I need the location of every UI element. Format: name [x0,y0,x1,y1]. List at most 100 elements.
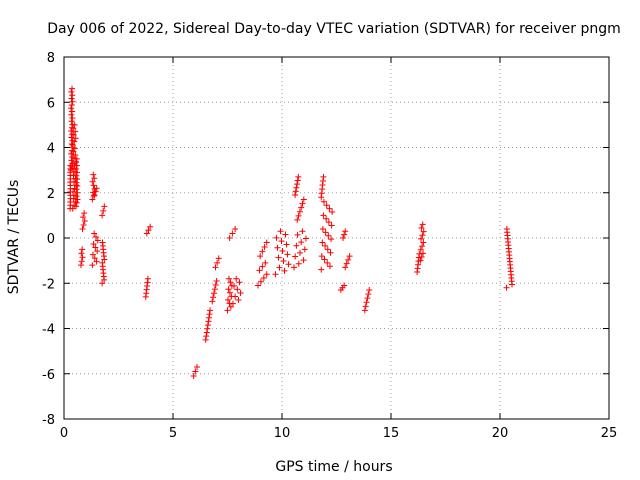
x-tick-label: 5 [169,426,177,441]
data-point [276,264,283,271]
y-axis-label: SDTVAR / TECUs [6,180,22,295]
data-point [203,329,210,336]
data-point [212,282,219,289]
data-point [226,289,233,296]
data-point [343,260,350,267]
data-point [94,237,101,244]
data-point [69,205,76,212]
data-point [322,229,329,236]
data-point [320,212,327,219]
data-point [342,228,349,235]
data-point [73,199,80,206]
data-point [210,294,217,301]
data-point [255,282,262,289]
data-point [235,297,242,304]
data-point [325,219,332,226]
data-point [73,159,80,166]
data-point [78,258,85,265]
x-tick-label: 20 [492,426,509,441]
x-tick-label: 25 [601,426,618,441]
data-point [417,257,424,264]
data-point [262,259,269,266]
y-tick-label: 4 [47,142,55,157]
data-point [232,225,239,232]
data-point [143,230,150,237]
data-point [234,286,241,293]
data-point [80,221,87,228]
data-point [294,181,301,188]
data-point [420,250,427,257]
data-point [318,253,325,260]
data-point [73,165,80,172]
data-point [68,95,75,102]
data-point [99,212,106,219]
data-point [261,244,268,251]
data-point [205,318,212,325]
data-point [292,188,299,195]
data-point [213,277,220,284]
data-point [293,242,300,249]
data-point [418,254,425,261]
data-point [89,262,96,269]
data-point [99,239,106,246]
data-point [99,259,106,266]
data-point [192,368,199,375]
data-point [295,212,302,219]
data-point [91,255,98,262]
data-point [69,165,76,172]
data-point [293,184,300,191]
data-point [345,256,352,263]
data-point [318,266,325,273]
data-point [272,271,279,278]
data-point [89,251,96,258]
data-point [292,253,299,260]
data-point [324,259,331,266]
data-point [273,234,280,241]
data-point [298,204,305,211]
data-point [69,92,76,99]
data-point [419,221,426,228]
data-point [74,189,81,196]
data-point [323,202,330,209]
data-point [215,255,222,262]
data-point [204,325,211,332]
data-point [211,286,218,293]
data-point [300,196,307,203]
data-point [227,279,234,286]
data-point [207,307,214,314]
data-point [295,260,302,267]
axis-ticks: 0 5 10 15 20 25 -8 -6 -4 -2 0 2 4 6 8 [42,51,617,441]
data-point [73,155,80,162]
y-tick-label: -4 [42,323,55,338]
data-point [257,278,264,285]
data-point [74,196,81,203]
data-point [144,275,151,282]
data-point [279,248,286,255]
data-point [227,303,234,310]
data-point [99,280,106,287]
x-tick-label: 10 [274,426,291,441]
data-point [229,300,236,307]
data-point [74,176,81,183]
data-point [319,225,326,232]
data-point [326,205,333,212]
y-tick-label: -2 [42,277,55,292]
x-tick-label: 15 [383,426,400,441]
plot-frame [63,56,610,420]
data-point [281,267,288,274]
data-point [256,267,263,274]
data-point [236,279,243,286]
data-point [202,336,209,343]
data-point [285,261,292,268]
data-point [292,192,299,199]
data-point [232,293,239,300]
data-point [78,250,85,257]
data-point [321,256,328,263]
x-axis-label: GPS time / hours [275,459,392,475]
data-point [225,275,232,282]
data-point [329,208,336,215]
data-point [79,246,86,253]
x-tick-label: 0 [60,426,68,441]
data-point [275,254,282,261]
